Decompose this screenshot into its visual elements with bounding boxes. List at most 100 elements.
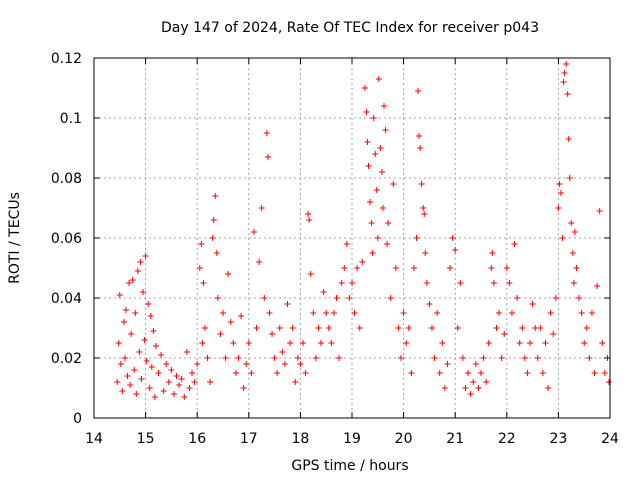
data-point <box>374 235 381 241</box>
x-tick-label: 15 <box>137 431 155 447</box>
data-point <box>537 325 544 331</box>
data-point <box>204 355 211 361</box>
data-point <box>444 361 451 367</box>
data-point <box>547 310 554 316</box>
data-point <box>454 325 461 331</box>
data-point <box>576 295 583 301</box>
data-point <box>501 331 508 337</box>
data-point <box>359 259 366 265</box>
data-points <box>114 61 612 400</box>
data-point <box>516 340 523 346</box>
data-point <box>534 355 541 361</box>
data-point <box>422 250 429 256</box>
x-tick-label: 19 <box>343 431 361 447</box>
data-point <box>408 370 415 376</box>
data-point <box>287 340 294 346</box>
data-point <box>503 265 510 271</box>
data-point <box>601 370 608 376</box>
data-point <box>483 379 490 385</box>
data-point <box>232 370 239 376</box>
data-point <box>312 355 319 361</box>
data-point <box>299 340 306 346</box>
data-point <box>583 325 590 331</box>
data-point <box>121 355 128 361</box>
data-point <box>201 325 208 331</box>
data-point <box>248 370 255 376</box>
data-point <box>133 391 140 397</box>
data-point <box>403 340 410 346</box>
data-point <box>384 241 391 247</box>
data-point <box>245 340 252 346</box>
y-tick-label: 0.06 <box>51 231 82 247</box>
data-point <box>194 361 201 367</box>
data-point <box>490 280 497 286</box>
data-point <box>138 376 145 382</box>
data-point <box>594 283 601 289</box>
data-point <box>168 367 175 373</box>
data-point <box>146 385 153 391</box>
data-point <box>235 355 242 361</box>
data-point <box>225 271 232 277</box>
data-point <box>210 217 217 223</box>
data-point <box>176 382 183 388</box>
data-point <box>328 340 335 346</box>
data-point <box>354 265 361 271</box>
data-point <box>521 355 528 361</box>
x-tick-label: 17 <box>240 431 258 447</box>
data-point <box>561 70 568 76</box>
data-point <box>119 388 126 394</box>
data-point <box>143 358 150 364</box>
data-point <box>532 325 539 331</box>
data-point <box>173 373 180 379</box>
data-point <box>217 331 224 337</box>
data-point <box>416 133 423 139</box>
data-point <box>377 145 384 151</box>
y-tick-label: 0.1 <box>60 111 82 127</box>
data-point <box>378 169 385 175</box>
data-point <box>475 385 482 391</box>
data-point <box>472 361 479 367</box>
data-point <box>478 370 484 376</box>
data-point <box>363 109 370 115</box>
data-point <box>294 355 301 361</box>
data-point <box>127 382 134 388</box>
data-point <box>367 199 374 205</box>
data-point <box>452 247 459 253</box>
data-point <box>338 280 345 286</box>
data-point <box>555 205 562 211</box>
data-point <box>470 379 477 385</box>
data-point <box>346 295 353 301</box>
data-point <box>147 313 154 319</box>
data-point <box>222 355 229 361</box>
data-point <box>514 295 521 301</box>
data-point <box>214 295 221 301</box>
data-point <box>243 361 250 367</box>
x-tick-label: 16 <box>188 431 206 447</box>
y-tick-labels: 0 0.02 0.04 0.06 0.08 0.1 0.12 <box>51 51 82 427</box>
data-point <box>230 340 237 346</box>
data-point <box>552 295 559 301</box>
y-tick-label: 0 <box>73 411 82 427</box>
data-point <box>343 241 350 247</box>
data-point <box>428 325 435 331</box>
data-point <box>155 370 162 376</box>
data-point <box>336 355 343 361</box>
data-point <box>410 265 417 271</box>
data-point <box>498 355 505 361</box>
data-point <box>145 301 152 307</box>
data-point <box>116 292 123 298</box>
data-point <box>361 85 368 91</box>
data-point <box>382 127 389 133</box>
x-axis-label: GPS time / hours <box>291 458 408 474</box>
data-point <box>253 325 260 331</box>
data-point <box>462 385 469 391</box>
data-point <box>142 253 149 259</box>
data-point <box>524 370 531 376</box>
data-point <box>457 280 464 286</box>
x-tick-label: 22 <box>498 431 516 447</box>
data-point <box>200 280 207 286</box>
data-point <box>560 79 567 85</box>
x-tick-label: 23 <box>549 431 567 447</box>
data-point <box>306 217 313 223</box>
data-point <box>128 331 135 337</box>
